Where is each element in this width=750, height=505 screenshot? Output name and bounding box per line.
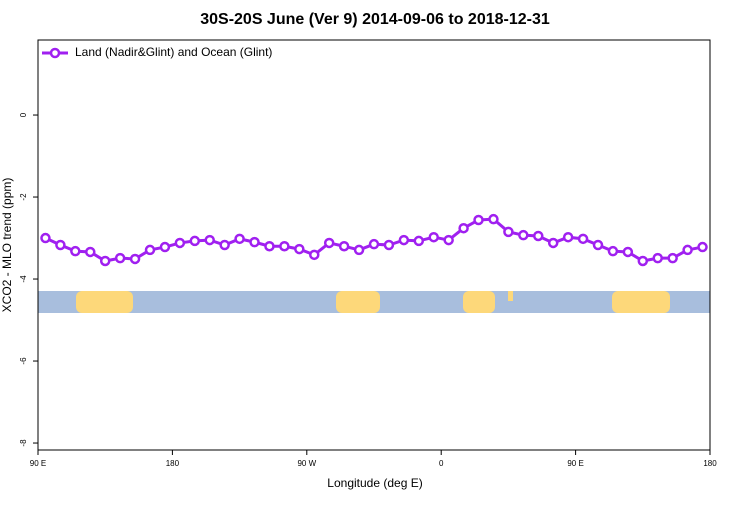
x-tick-label: 180 (703, 459, 717, 468)
point (383, 239, 395, 251)
y-tick-label: -2 (19, 193, 28, 201)
point (458, 222, 469, 234)
point (279, 240, 290, 252)
x-tick-label: 180 (166, 459, 180, 468)
point (353, 244, 365, 256)
point (577, 233, 589, 245)
point (652, 252, 663, 264)
point (144, 244, 156, 256)
legend-label: Land (Nadir&Glint) and Ocean (Glint) (75, 45, 272, 59)
point (697, 241, 708, 253)
point (129, 253, 141, 265)
x-tick-label: 90 E (30, 459, 46, 468)
y-axis-label: XCO2 - MLO trend (ppm) (0, 178, 14, 313)
point (503, 226, 514, 238)
point (428, 231, 439, 243)
y-tick-label: -6 (19, 357, 28, 365)
point (338, 240, 350, 252)
point (547, 237, 559, 249)
point (85, 246, 96, 258)
point (368, 238, 380, 250)
point (204, 234, 215, 246)
x-tick-label: 90 W (297, 459, 316, 468)
x-axis-label: Longitude (deg E) (327, 476, 422, 490)
point (443, 234, 454, 246)
point (234, 233, 245, 245)
point (189, 235, 201, 247)
point (309, 249, 320, 261)
point (55, 239, 66, 251)
chart-title: 30S-20S June (Ver 9) 2014-09-06 to 2018-… (200, 11, 550, 28)
y-tick-label: 0 (19, 112, 28, 117)
point (637, 255, 649, 267)
legend-marker (49, 47, 61, 59)
point (159, 241, 171, 253)
point (518, 229, 529, 241)
point (219, 239, 230, 251)
plot-frame (37, 39, 711, 451)
point (174, 237, 186, 249)
point (249, 236, 260, 248)
x-tick-label: 90 E (567, 459, 583, 468)
y-tick-label: -4 (19, 275, 28, 283)
point (99, 255, 111, 267)
point (607, 245, 619, 257)
point (70, 245, 81, 257)
map-strip (38, 291, 710, 313)
point (40, 232, 51, 244)
point (294, 243, 305, 255)
point (622, 246, 634, 258)
point (562, 231, 574, 243)
point (682, 244, 693, 256)
point (264, 240, 275, 252)
y-tick-label: -8 (19, 439, 28, 447)
point (413, 235, 425, 247)
point (488, 213, 499, 225)
point (533, 230, 544, 242)
point (667, 252, 678, 264)
point (323, 237, 335, 249)
point (592, 239, 604, 251)
point (473, 214, 484, 226)
x-tick-label: 0 (439, 459, 444, 468)
point (114, 252, 126, 264)
point (398, 234, 410, 246)
